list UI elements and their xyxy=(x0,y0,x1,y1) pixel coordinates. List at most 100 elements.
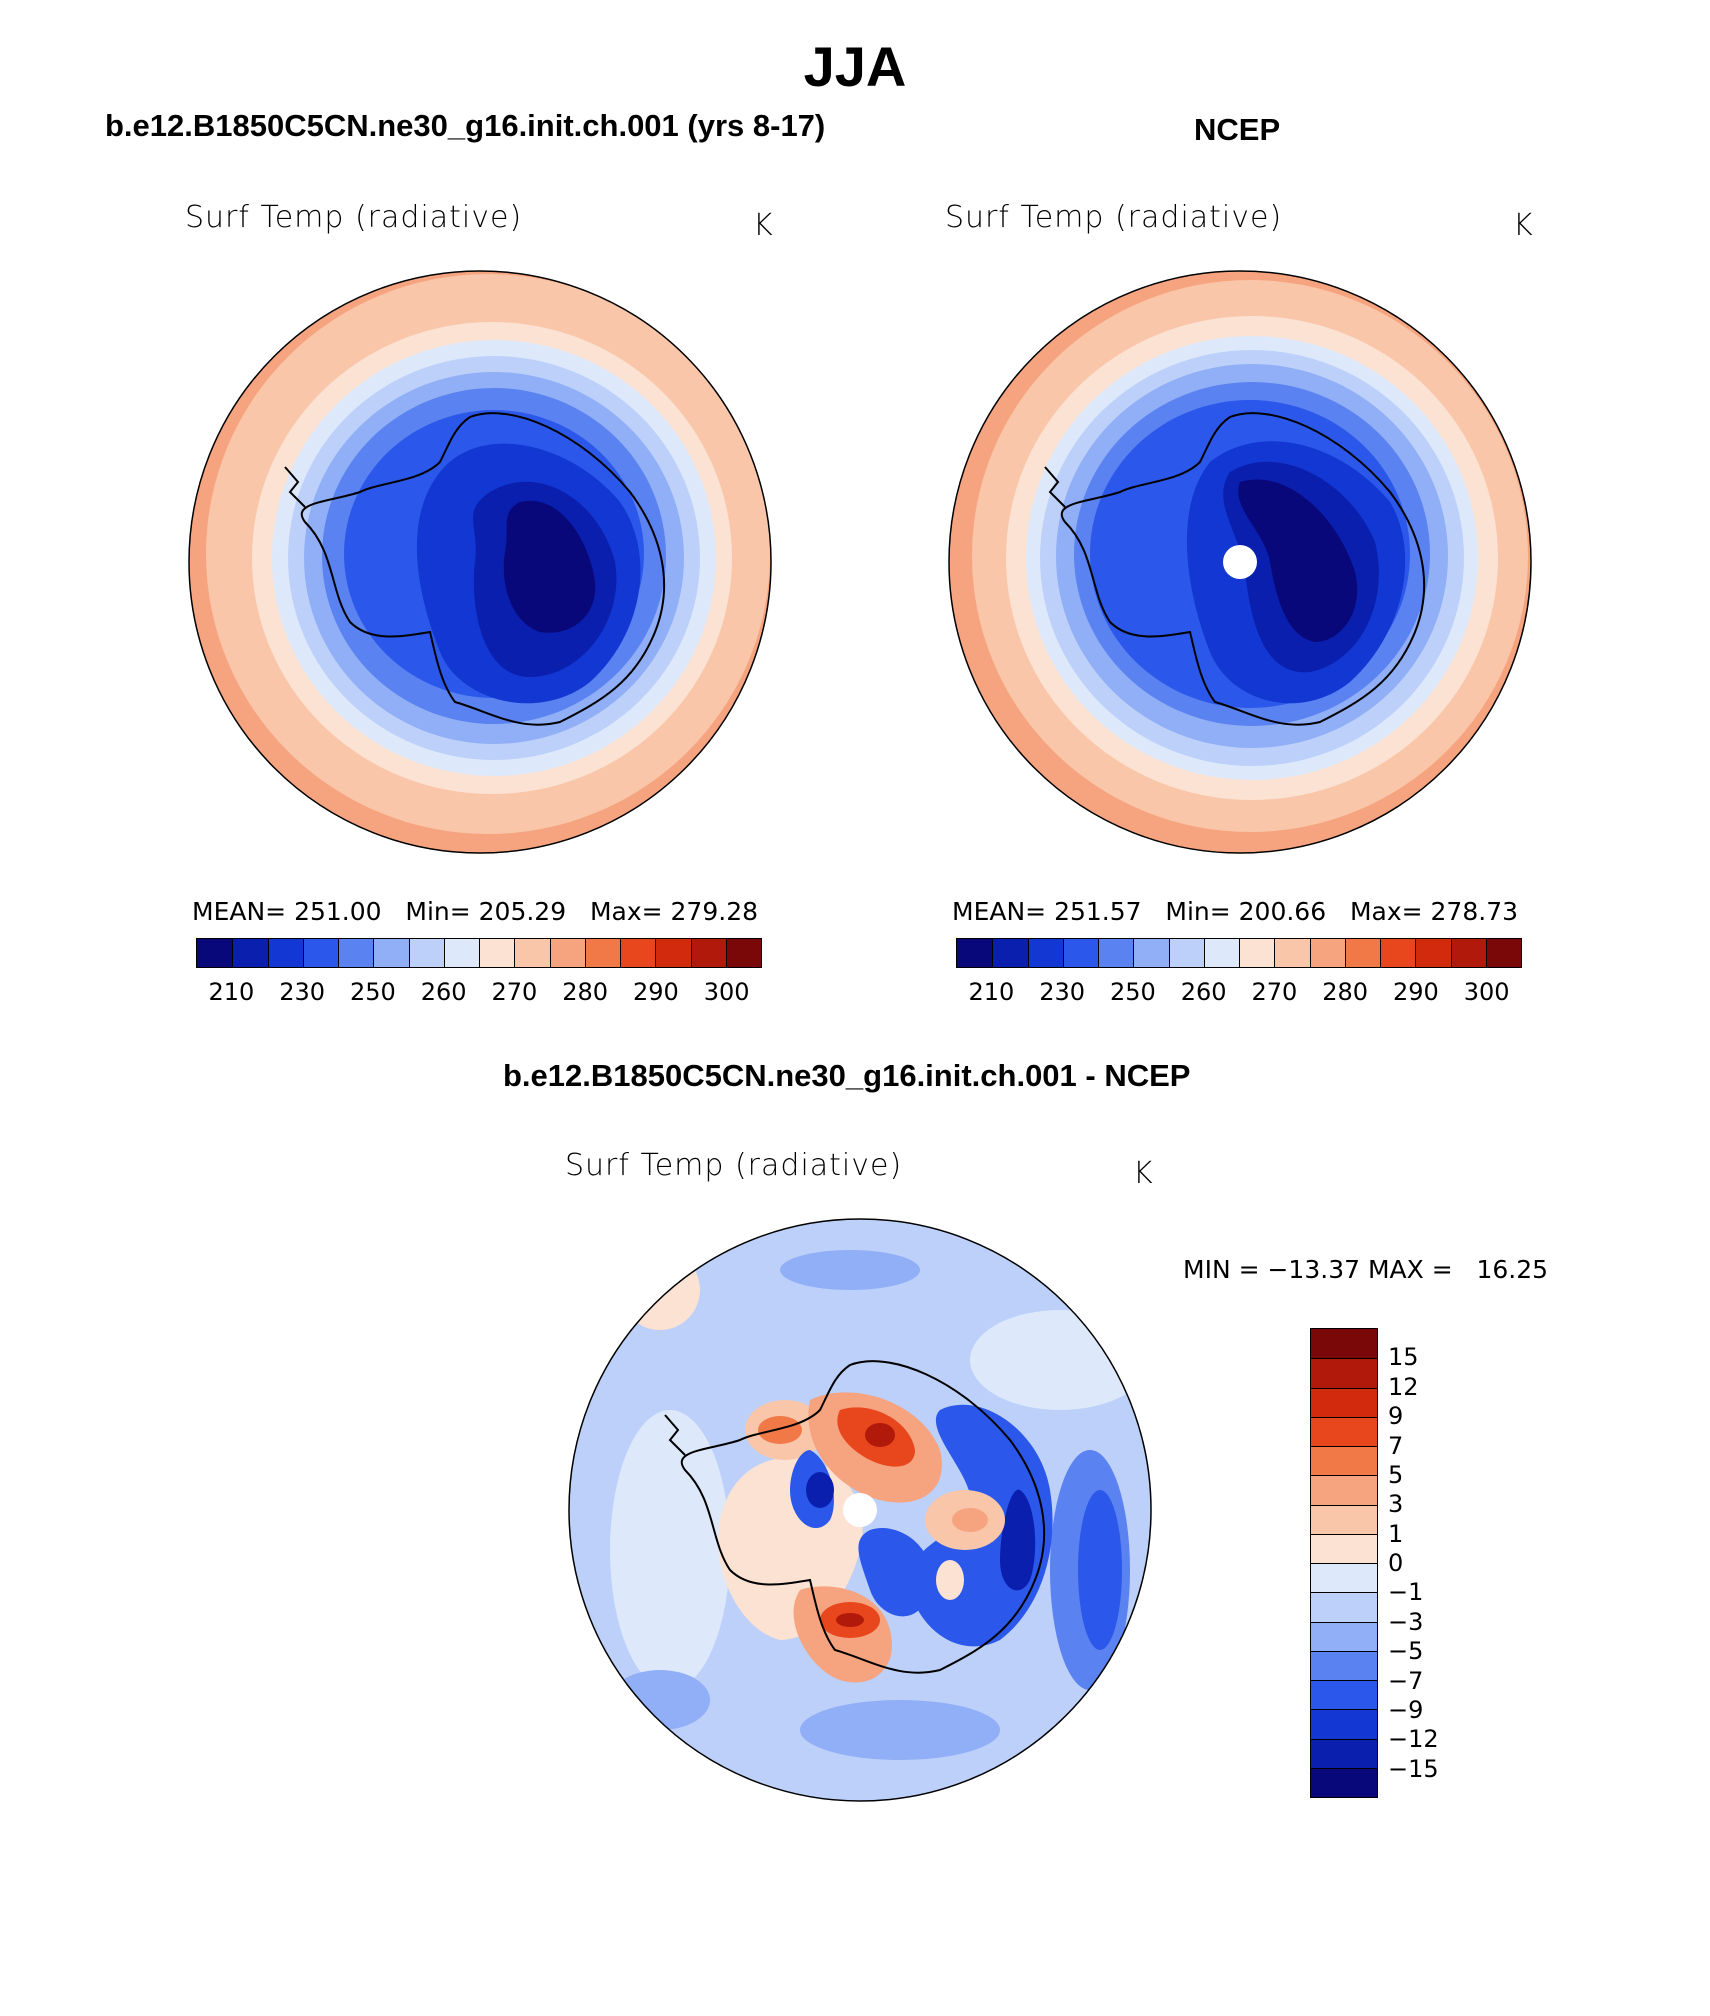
colorbar-tick-label: 300 xyxy=(703,978,750,1006)
panel-2-title: NCEP xyxy=(1194,112,1281,147)
colorbar-swatch xyxy=(479,939,515,967)
panel-3-variable: Surf Temp (radiative) xyxy=(565,1148,903,1183)
colorbar-swatch xyxy=(620,939,656,967)
colorbar-tick-label: 260 xyxy=(1180,978,1227,1006)
colorbar-swatch xyxy=(1309,939,1345,967)
panel-1-title: b.e12.B1850C5CN.ne30_g16.init.ch.001 (yr… xyxy=(105,108,826,143)
colorbar-swatch xyxy=(338,939,374,967)
colorbar-swatch xyxy=(408,939,444,967)
colorbar-swatch xyxy=(1485,939,1521,967)
colorbar-tick-label: 250 xyxy=(1109,978,1156,1006)
colorbar-swatch xyxy=(1239,939,1275,967)
colorbar-tick-label: −15 xyxy=(1388,1754,1439,1783)
colorbar-swatch xyxy=(1344,939,1380,967)
colorbar-swatch xyxy=(1415,939,1451,967)
colorbar-tick-label: −7 xyxy=(1388,1666,1424,1695)
colorbar-swatch xyxy=(232,939,268,967)
colorbar-swatch xyxy=(1311,1563,1377,1593)
panel-3-units: K xyxy=(1133,1156,1154,1191)
colorbar-tick-label: −3 xyxy=(1388,1607,1424,1636)
colorbar-tick-label: 270 xyxy=(491,978,538,1006)
panel-1-stats: MEAN= 251.00 Min= 205.29 Max= 279.28 xyxy=(192,897,759,926)
panel-2-colorbar-ticks: 210 230 250 260 270 280 290 300 xyxy=(956,978,1522,1008)
colorbar-swatch xyxy=(1311,1475,1377,1505)
colorbar-tick-label: −1 xyxy=(1388,1578,1424,1607)
colorbar-swatch xyxy=(1311,1738,1377,1768)
colorbar-swatch xyxy=(1274,939,1310,967)
colorbar-tick-label: 230 xyxy=(279,978,326,1006)
colorbar-swatch xyxy=(1311,1446,1377,1476)
panel-3-colorbar-ticks: 15 12 9 7 5 3 1 0 −1 −3 −5 −7 −9 −12 −15 xyxy=(1388,1328,1468,1798)
panel-3-colorbar xyxy=(1310,1328,1378,1798)
colorbar-swatch xyxy=(1311,1767,1377,1797)
colorbar-swatch xyxy=(1311,1358,1377,1388)
colorbar-tick-label: 12 xyxy=(1388,1372,1419,1401)
colorbar-swatch xyxy=(655,939,691,967)
colorbar-swatch xyxy=(1311,1416,1377,1446)
colorbar-swatch xyxy=(549,939,585,967)
colorbar-tick-label: 0 xyxy=(1388,1549,1404,1577)
colorbar-swatch xyxy=(1062,939,1098,967)
colorbar-swatch xyxy=(514,939,550,967)
colorbar-tick-label: 1 xyxy=(1388,1519,1404,1548)
colorbar-tick-label: 290 xyxy=(1392,978,1439,1006)
colorbar-swatch xyxy=(1311,1709,1377,1739)
colorbar-swatch xyxy=(373,939,409,967)
colorbar-swatch xyxy=(1027,939,1063,967)
panel-2-colorbar xyxy=(956,938,1522,968)
colorbar-tick-label: 290 xyxy=(632,978,679,1006)
panel-3-map xyxy=(568,1218,1152,1802)
colorbar-swatch xyxy=(197,939,233,967)
colorbar-tick-label: 250 xyxy=(349,978,396,1006)
colorbar-tick-label: 210 xyxy=(208,978,255,1006)
colorbar-swatch xyxy=(1311,1387,1377,1417)
colorbar-tick-label: −9 xyxy=(1388,1695,1424,1724)
panel-1-units: K xyxy=(753,208,774,243)
colorbar-tick-label: 300 xyxy=(1463,978,1510,1006)
colorbar-tick-label: 280 xyxy=(1322,978,1369,1006)
panel-3-stats: MIN = −13.37 MAX = 16.25 xyxy=(1183,1255,1549,1284)
colorbar-tick-label: 9 xyxy=(1388,1402,1404,1431)
colorbar-tick-label: 15 xyxy=(1388,1343,1419,1372)
colorbar-swatch xyxy=(1311,1504,1377,1534)
panel-1-variable: Surf Temp (radiative) xyxy=(185,200,523,235)
panel-1-colorbar xyxy=(196,938,762,968)
panel-2-variable: Surf Temp (radiative) xyxy=(945,200,1283,235)
colorbar-swatch xyxy=(1380,939,1416,967)
colorbar-swatch xyxy=(1133,939,1169,967)
colorbar-swatch xyxy=(267,939,303,967)
panel-2-map xyxy=(948,270,1532,854)
colorbar-swatch xyxy=(1311,1533,1377,1563)
colorbar-swatch xyxy=(1311,1650,1377,1680)
colorbar-tick-label: 280 xyxy=(562,978,609,1006)
colorbar-tick-label: 5 xyxy=(1388,1460,1404,1489)
colorbar-swatch xyxy=(584,939,620,967)
colorbar-swatch xyxy=(1450,939,1486,967)
colorbar-swatch xyxy=(1311,1621,1377,1651)
colorbar-swatch xyxy=(690,939,726,967)
panel-2-units: K xyxy=(1513,208,1534,243)
colorbar-swatch xyxy=(1311,1680,1377,1710)
colorbar-tick-label: 270 xyxy=(1251,978,1298,1006)
colorbar-swatch xyxy=(992,939,1028,967)
panel-2-stats: MEAN= 251.57 Min= 200.66 Max= 278.73 xyxy=(952,897,1519,926)
colorbar-swatch xyxy=(1311,1592,1377,1622)
colorbar-tick-label: −5 xyxy=(1388,1637,1424,1666)
figure-title: JJA xyxy=(803,35,907,98)
colorbar-swatch xyxy=(957,939,993,967)
colorbar-swatch xyxy=(1311,1329,1377,1359)
colorbar-swatch xyxy=(1203,939,1239,967)
panel-3-title: b.e12.B1850C5CN.ne30_g16.init.ch.001 - N… xyxy=(503,1058,1191,1093)
colorbar-tick-label: 7 xyxy=(1388,1431,1404,1460)
colorbar-tick-label: −12 xyxy=(1388,1725,1439,1754)
panel-1-map xyxy=(188,270,772,854)
colorbar-tick-label: 210 xyxy=(968,978,1015,1006)
colorbar-swatch xyxy=(302,939,338,967)
colorbar-tick-label: 260 xyxy=(420,978,467,1006)
colorbar-tick-label: 230 xyxy=(1039,978,1086,1006)
colorbar-swatch xyxy=(443,939,479,967)
panel-1-colorbar-ticks: 210 230 250 260 270 280 290 300 xyxy=(196,978,762,1008)
colorbar-tick-label: 3 xyxy=(1388,1490,1404,1519)
colorbar-swatch xyxy=(725,939,761,967)
colorbar-swatch xyxy=(1098,939,1134,967)
